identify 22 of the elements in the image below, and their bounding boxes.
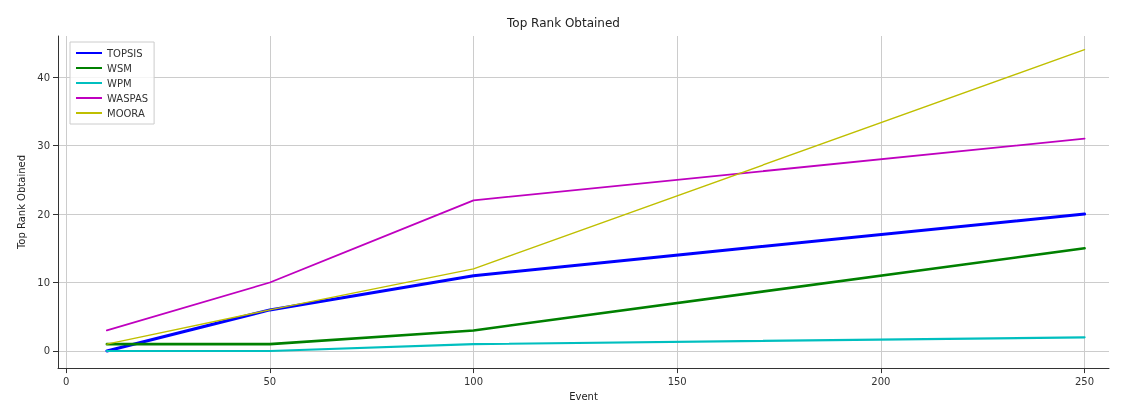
y-tick-label: 30 bbox=[37, 140, 50, 152]
y-tick-label: 10 bbox=[37, 277, 50, 289]
legend-label: WASPAS bbox=[107, 92, 149, 104]
line-series bbox=[105, 212, 1087, 353]
x-axis-title: Event bbox=[569, 390, 598, 402]
x-tick-label: 100 bbox=[463, 375, 484, 387]
x-tick-label: 150 bbox=[667, 375, 687, 387]
y-tick-label: 40 bbox=[37, 71, 50, 83]
legend-label: MOORA bbox=[107, 107, 145, 119]
x-tick-label: 200 bbox=[871, 375, 891, 387]
legend-label: TOPSIS bbox=[106, 47, 143, 59]
y-tick-label: 20 bbox=[37, 208, 50, 220]
line-series bbox=[105, 137, 1086, 332]
legend-label: WSM bbox=[107, 62, 132, 74]
y-tick-label: 0 bbox=[43, 345, 50, 357]
line-series bbox=[106, 48, 1086, 345]
chart-title: Top Rank Obtained bbox=[506, 16, 620, 30]
x-tick-label: 50 bbox=[263, 375, 277, 387]
x-tick-label: 250 bbox=[1075, 375, 1095, 387]
x-tick-label: 0 bbox=[62, 375, 70, 387]
y-axis-title: Top Rank Obtained bbox=[15, 155, 27, 251]
legend-label: WPM bbox=[107, 77, 132, 89]
